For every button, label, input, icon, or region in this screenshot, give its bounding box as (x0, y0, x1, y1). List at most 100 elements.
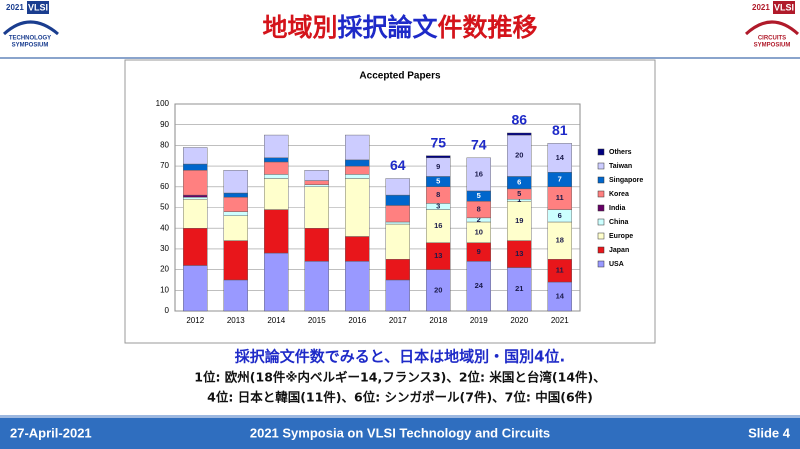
y-tick-label: 80 (160, 141, 169, 150)
bar-segment (507, 132, 532, 136)
bar-segment (345, 236, 370, 262)
value-label: 16 (434, 221, 442, 230)
x-tick-label: 2014 (267, 316, 285, 325)
x-tick-label: 2021 (551, 316, 569, 325)
legend-swatch (597, 204, 605, 212)
legend-label: India (609, 205, 625, 212)
value-label: 7 (558, 175, 562, 184)
legend-label: China (609, 219, 629, 226)
bar-segment (426, 155, 451, 159)
logo-line: TECHNOLOGY (9, 36, 51, 42)
bar-segment (385, 221, 410, 225)
legend-swatch (597, 260, 605, 268)
logo-name: VLSI (28, 2, 48, 12)
title-part: 採択論文 (337, 13, 438, 42)
bar-segment (345, 261, 370, 312)
bar-segment (466, 157, 491, 192)
value-label: 5 (477, 191, 481, 200)
value-label: 20 (515, 151, 523, 160)
logo-line: SYMPOSIUM (12, 43, 49, 49)
title-part: 件数推移 (438, 13, 538, 42)
total-label: 75 (430, 134, 446, 150)
logo-arc (2, 20, 59, 36)
value-label: 8 (436, 190, 440, 199)
value-label: 19 (515, 216, 523, 225)
value-label: 11 (556, 266, 564, 275)
y-tick-label: 0 (165, 306, 170, 315)
legend-swatch (597, 148, 605, 156)
bar-segment (223, 215, 248, 241)
bar-segment (385, 205, 410, 223)
footer-rule (0, 415, 800, 418)
x-tick-label: 2018 (429, 316, 447, 325)
legend-label: Europe (609, 233, 633, 240)
footer-bar (0, 418, 800, 449)
legend-label: USA (609, 261, 624, 268)
bar-segment (183, 196, 208, 200)
bar-segment (304, 227, 329, 262)
bar-segment (304, 186, 329, 229)
value-label: 2 (477, 215, 481, 224)
bar-segment (223, 170, 248, 194)
legend-label: Others (609, 149, 632, 156)
bar-segment (426, 209, 451, 243)
value-label: 16 (475, 169, 483, 178)
logo-right: 2021 VLSI CIRCUITS SYMPOSIUM (744, 1, 800, 49)
x-tick-label: 2019 (470, 316, 488, 325)
bar-segment (264, 157, 289, 163)
footer-date: 27-April-2021 (10, 425, 92, 440)
logo-name: VLSI (774, 2, 794, 12)
bar-segment (223, 192, 248, 198)
value-label: 9 (436, 162, 440, 171)
bar-segment (264, 252, 289, 312)
logo-year: 2021 (6, 3, 24, 12)
bar-segment (183, 170, 208, 196)
x-tick-label: 2015 (308, 316, 326, 325)
bar-segment (507, 201, 532, 241)
bar-segment (183, 194, 208, 198)
bar-segment (264, 174, 289, 179)
bar-segment (183, 199, 208, 229)
x-tick-label: 2013 (227, 316, 245, 325)
y-tick-label: 40 (160, 223, 169, 232)
value-label: 13 (515, 249, 523, 258)
legend-label: Korea (609, 191, 629, 198)
bar-segment (385, 178, 410, 196)
bar-segment (385, 279, 410, 312)
value-label: 24 (475, 281, 484, 290)
y-tick-label: 100 (156, 99, 170, 108)
value-label: 5 (517, 189, 521, 198)
logo-arc (744, 20, 800, 36)
chart-title: Accepted Papers (359, 71, 441, 82)
total-label: 86 (511, 112, 527, 128)
y-tick-label: 20 (160, 265, 169, 274)
legend-swatch (597, 232, 605, 240)
bar-segment (304, 170, 329, 181)
legend-swatch (597, 162, 605, 170)
legend-label: Taiwan (609, 163, 632, 170)
body-line: 1位: 欧州(18件※内ベルギー14,フランス3)、2位: 米国と台湾(14件)… (194, 370, 605, 385)
bar-segment (183, 265, 208, 312)
bar-segment (385, 194, 410, 206)
bar-segment (183, 147, 208, 165)
bar-segment (507, 134, 532, 177)
value-label: 6 (517, 178, 521, 187)
y-tick-label: 70 (160, 161, 169, 170)
bar-segment (345, 134, 370, 161)
logo-box (773, 1, 795, 14)
logo-box (27, 1, 49, 14)
logo-line: SYMPOSIUM (754, 43, 791, 49)
y-tick-label: 90 (160, 120, 169, 129)
bar-segment (507, 240, 532, 268)
value-label: 20 (434, 285, 442, 294)
bar-segment (304, 180, 329, 185)
bar-segment (223, 240, 248, 281)
bar-segment (507, 267, 532, 312)
bar-segment (547, 143, 572, 173)
total-label: 64 (390, 157, 406, 173)
logo-line: CIRCUITS (758, 36, 786, 42)
bar-segment (223, 279, 248, 312)
bar-segment (223, 211, 248, 216)
